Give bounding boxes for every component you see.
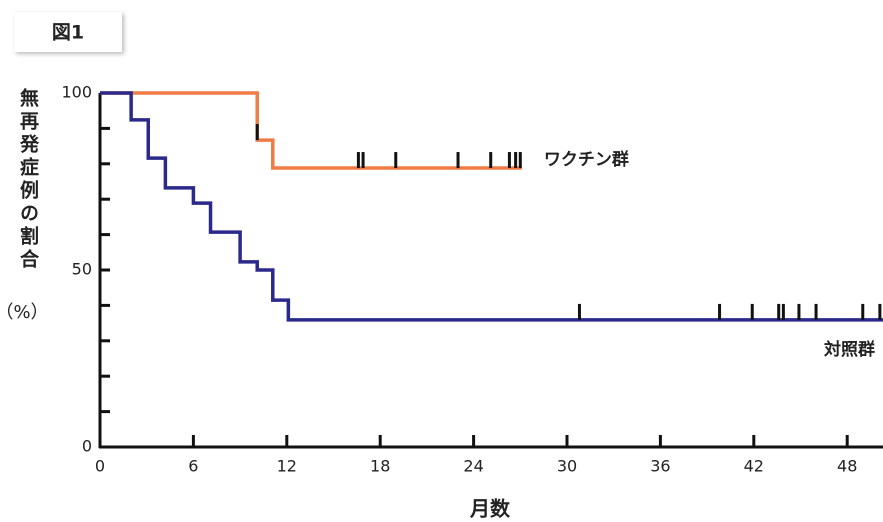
x-tick-label: 12 [277, 457, 297, 476]
x-tick-label: 0 [95, 457, 105, 476]
x-tick-label: 36 [650, 457, 670, 476]
y-unit: （%） [0, 302, 49, 323]
x-label: 月数 [469, 497, 511, 521]
y-tick-label: 100 [61, 83, 92, 102]
figure-label: 図1 [52, 22, 84, 44]
y-label: 無再発症例の割合 [17, 87, 40, 272]
x-tick-label: 24 [463, 457, 483, 476]
x-tick-label: 48 [837, 457, 857, 476]
survival-line [100, 91, 883, 322]
y-tick-label: 0 [82, 437, 92, 456]
survival-line [100, 91, 522, 170]
series-label: 対照群 [823, 339, 875, 360]
x-tick-label: 18 [370, 457, 390, 476]
series-label: ワクチン群 [544, 149, 629, 170]
x-tick-label: 30 [557, 457, 577, 476]
y-tick-label: 50 [72, 260, 92, 279]
x-tick-label: 6 [188, 457, 198, 476]
x-tick-label: 42 [744, 457, 764, 476]
label-box [14, 12, 122, 52]
